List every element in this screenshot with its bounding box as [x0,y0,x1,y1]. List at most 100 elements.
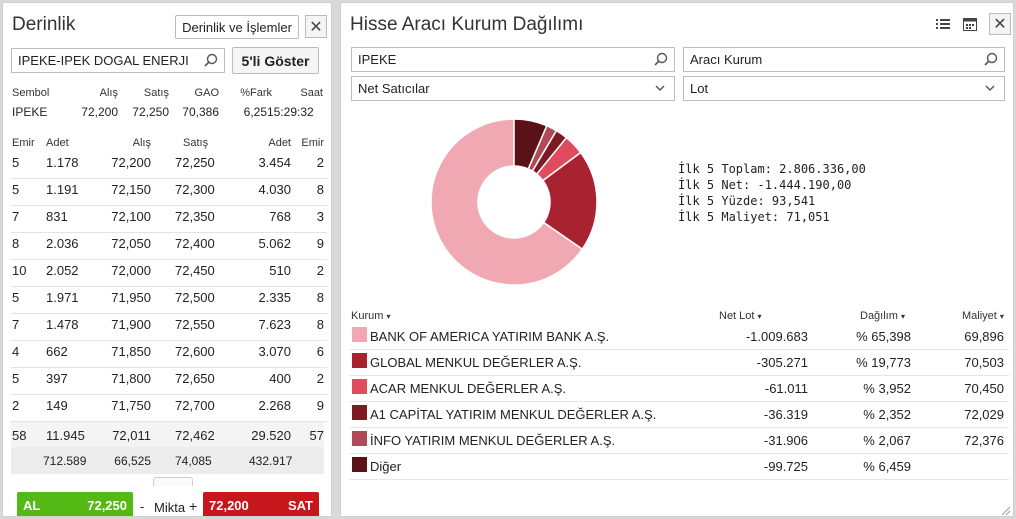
stock-search-value: IPEKE [358,52,397,67]
depth-cell-bid-qty: 1.971 [46,290,79,305]
close-icon[interactable]: ✕ [305,15,327,38]
broker-name: GLOBAL MENKUL DEĞERLER A.Ş. [370,355,582,370]
broker-row[interactable] [349,376,1009,402]
depth-cell-bid-price: 72,150 [111,182,151,197]
broker-net-lot: -31.906 [763,433,808,448]
broker-net-lot: -1.009.683 [745,329,808,344]
depth-cell-bid-price: 72,200 [111,155,151,170]
broker-cost: 70,450 [964,381,1004,396]
depth-cell-ask-orders: 3 [316,209,324,224]
col-header-broker[interactable]: Kurum ▾ [351,310,390,322]
unit-select-value: Lot [690,81,709,96]
donut-slice[interactable] [541,151,598,251]
depth-header-bid-qty: Adet [46,137,69,149]
filter-select-value: Net Satıcılar [358,81,430,96]
broker-row[interactable] [349,350,1009,376]
distribution-donut-chart [430,118,598,286]
depth-cell-bid-orders: 5 [12,290,20,305]
sort-caret-icon: ▾ [757,312,762,321]
depth-and-trades-button[interactable]: Derinlik ve İşlemler [175,15,299,39]
col-header-distribution[interactable]: Dağılım ▾ [860,310,905,322]
qty-label[interactable]: Mikta [154,500,186,515]
depth-cell-ask-orders: 8 [316,317,324,332]
total-cell-bid-orders: 58 [12,428,27,443]
broker-name: ACAR MENKUL DEĞERLER A.Ş. [370,381,567,396]
chevron-down-icon [655,85,665,91]
depth-cell-bid-price: 71,900 [111,317,151,332]
summary-header-change: %Fark [240,87,272,99]
total-cell-bid-qty: 11.945 [46,428,85,443]
stats-block: İlk 5 Toplam: 2.806.336,00 İlk 5 Net: -1… [678,161,866,225]
col-header-distribution-label: Dağılım [860,310,898,322]
symbol-search-value: IPEKE-IPEK DOGAL ENERJI [18,53,189,68]
legend-swatch [352,431,367,446]
row-divider [11,367,327,368]
summary-header-ask: Satış [143,87,169,99]
depth-cell-ask-price: 72,350 [175,209,215,224]
legend-swatch [352,405,367,420]
depth-cell-ask-orders: 2 [316,263,324,278]
broker-distribution: % 3,952 [863,381,911,396]
depth-cell-ask-price: 72,300 [175,182,215,197]
broker-name: İNFO YATIRIM MENKUL DEĞERLER A.Ş. [370,433,616,448]
broker-row[interactable] [349,454,1009,480]
total-cell-bid-price: 72,011 [112,428,151,443]
qty-decrease-button[interactable]: - [140,499,145,514]
depth-cell-bid-qty: 1.178 [46,155,79,170]
depth-cell-ask-price: 72,550 [175,317,215,332]
col-header-net-lot[interactable]: Net Lot ▾ [719,310,762,322]
stat-top5-total: İlk 5 Toplam: 2.806.336,00 [678,162,866,176]
search-icon[interactable] [204,53,218,67]
depth-cell-ask-orders: 8 [316,290,324,305]
list-view-icon[interactable] [935,16,951,32]
legend-swatch [352,379,367,394]
summary-header-symbol: Sembol [12,87,50,99]
depth-cell-ask-orders: 2 [316,155,324,170]
broker-distribution: % 19,773 [856,355,911,370]
filter-select[interactable]: Net Satıcılar [351,76,675,101]
broker-search-input[interactable]: Aracı Kurum [683,47,1005,72]
buy-button[interactable]: AL 72,250 [17,492,133,516]
expand-handle[interactable] [153,477,193,486]
broker-net-lot: -305.271 [756,355,808,370]
depth-cell-bid-price: 71,850 [111,344,151,359]
broker-distribution: % 2,067 [863,433,911,448]
broker-row[interactable] [349,324,1009,350]
total-ask-qty-2: 432.917 [249,454,293,468]
depth-cell-bid-orders: 10 [12,263,27,278]
show-5-button[interactable]: 5'li Göster [232,47,319,74]
depth-cell-bid-qty: 149 [46,398,68,413]
row-divider [11,259,327,260]
buy-label: AL [23,497,41,513]
depth-cell-bid-orders: 7 [12,209,20,224]
depth-cell-bid-price: 71,750 [111,398,151,413]
summary-time: 15:29:32 [267,105,314,119]
stock-search-input[interactable]: IPEKE [351,47,675,72]
row-divider [11,313,327,314]
depth-cell-bid-orders: 5 [12,155,20,170]
sell-button[interactable]: 72,200 SAT [203,492,319,516]
broker-row[interactable] [349,428,1009,454]
donut-slice[interactable] [513,118,548,170]
resize-grip-icon[interactable] [1001,506,1011,516]
depth-cell-ask-orders: 9 [316,398,324,413]
col-header-cost[interactable]: Maliyet ▾ [962,310,1004,322]
symbol-search-input[interactable]: IPEKE-IPEK DOGAL ENERJI [11,48,225,73]
depth-cell-ask-qty: 5.062 [258,236,291,251]
broker-row[interactable] [349,402,1009,428]
depth-cell-ask-price: 72,400 [175,236,215,251]
depth-total-bar [11,447,324,474]
depth-cell-bid-orders: 2 [12,398,20,413]
search-icon[interactable] [984,52,998,66]
broker-distribution: % 6,459 [863,459,911,474]
qty-increase-button[interactable]: + [189,498,198,514]
calendar-icon[interactable] [962,16,978,32]
unit-select[interactable]: Lot [683,76,1005,101]
broker-distribution: % 2,352 [863,407,911,422]
close-icon[interactable]: ✕ [989,13,1011,35]
depth-cell-bid-qty: 1.478 [46,317,79,332]
depth-cell-ask-qty: 400 [269,371,291,386]
search-icon[interactable] [654,52,668,66]
stat-top5-net: İlk 5 Net: -1.444.190,00 [678,178,852,192]
donut-slice[interactable] [430,118,584,286]
